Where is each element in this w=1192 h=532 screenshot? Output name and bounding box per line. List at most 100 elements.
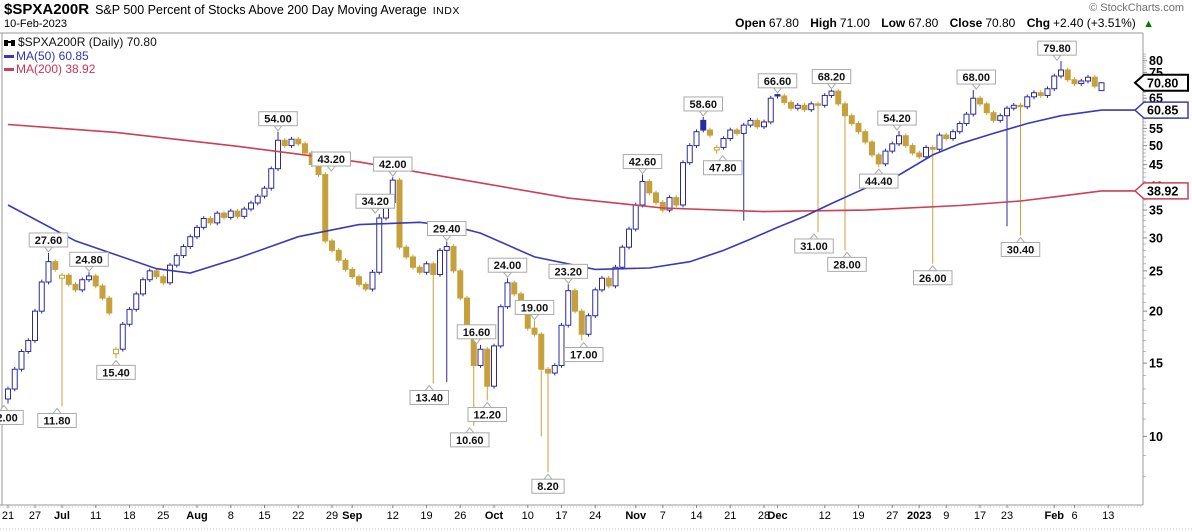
candle-body xyxy=(956,123,963,133)
candle xyxy=(173,253,180,268)
candle xyxy=(713,145,720,154)
candle xyxy=(1078,78,1085,86)
candle xyxy=(977,95,983,107)
annotation-value: 31.00 xyxy=(800,241,828,253)
candle xyxy=(983,101,990,116)
candle-body xyxy=(302,143,308,154)
candle xyxy=(1085,74,1091,84)
candle-body xyxy=(963,113,970,125)
candle-body xyxy=(457,270,464,299)
x-axis-date-label: Dec xyxy=(767,510,787,522)
x-axis-date-label: 7 xyxy=(660,510,666,522)
annotation-value: 54.20 xyxy=(883,113,911,125)
price-annotation: 15.40 xyxy=(96,359,136,380)
candle xyxy=(734,127,740,136)
candle xyxy=(369,269,376,292)
candle-body xyxy=(632,204,639,230)
candle xyxy=(268,166,275,191)
candle-body xyxy=(909,145,916,154)
candle-body xyxy=(794,104,801,109)
annotation-box xyxy=(96,364,136,380)
candle xyxy=(119,321,126,352)
annotation-value: 54.00 xyxy=(264,114,292,126)
candle-body xyxy=(295,138,302,145)
candle xyxy=(767,95,774,125)
ma50-swatch xyxy=(4,55,14,59)
candle-body xyxy=(869,141,875,156)
candle xyxy=(167,262,173,286)
annotation-pointer xyxy=(51,407,63,414)
candle-body xyxy=(423,263,430,273)
candle-body xyxy=(558,324,565,367)
candle-body xyxy=(902,135,909,147)
candle xyxy=(194,225,200,240)
header: $SPXA200R S&P 500 Percent of Stocks Above… xyxy=(4,1,460,19)
price-annotation: 28.00 xyxy=(827,251,867,272)
candle xyxy=(1024,94,1031,110)
candle-body xyxy=(1071,79,1078,85)
candle xyxy=(32,308,38,343)
annotation-box xyxy=(564,347,604,363)
annotation-box xyxy=(877,110,917,126)
y-axis-tick-label: 25 xyxy=(1149,264,1163,278)
candle xyxy=(234,208,241,219)
candle xyxy=(599,275,605,293)
candle xyxy=(882,148,889,167)
price-annotation: 19.00 xyxy=(514,299,555,321)
candle xyxy=(605,275,612,289)
candle-body xyxy=(450,246,457,272)
annotation-pointer xyxy=(272,125,284,132)
candle-body xyxy=(707,129,713,136)
candle-body xyxy=(65,274,72,285)
candle-body xyxy=(200,218,207,228)
candle xyxy=(504,278,511,310)
chg-value: +2.40 (+3.51%) xyxy=(1053,16,1136,30)
candle-body xyxy=(545,368,551,374)
candle xyxy=(1037,90,1044,98)
candle-body xyxy=(821,94,828,106)
annotation-pointer xyxy=(637,168,648,175)
candle-body xyxy=(848,115,855,125)
candle xyxy=(443,241,450,383)
candle-body xyxy=(491,345,497,387)
x-axis-date-label: 21 xyxy=(724,510,736,522)
candle xyxy=(916,150,923,160)
candle-body xyxy=(403,246,410,258)
candle xyxy=(214,210,221,226)
candle-body xyxy=(511,282,518,295)
candle-body xyxy=(59,274,65,279)
x-axis-date-label: 26 xyxy=(454,510,466,522)
annotation-box xyxy=(514,299,555,315)
candle-body xyxy=(79,279,86,291)
x-axis-date-label: 28 xyxy=(758,510,770,522)
annotation-pointer xyxy=(110,359,122,366)
candle xyxy=(794,102,801,111)
annotation-value: 34.20 xyxy=(361,196,389,208)
candle xyxy=(686,143,693,166)
candle-body xyxy=(727,129,734,140)
candle-body xyxy=(1078,80,1085,85)
candle-body xyxy=(666,197,673,211)
candle-body xyxy=(740,124,747,134)
annotation-box xyxy=(450,432,490,448)
candle-body xyxy=(889,143,896,152)
candle xyxy=(545,366,551,473)
price-annotation: 42.00 xyxy=(373,156,413,177)
annotation-box xyxy=(1037,40,1077,56)
candle xyxy=(410,254,416,270)
candle-body xyxy=(693,131,700,147)
annotation-value: 13.40 xyxy=(415,393,443,405)
candle-body xyxy=(261,187,268,197)
ma200-value-tag: 38.92 xyxy=(1133,182,1189,200)
candle-body xyxy=(734,129,740,134)
candle-body xyxy=(572,290,578,312)
price-annotation: 31.00 xyxy=(794,233,834,254)
candle xyxy=(140,277,146,297)
annotation-box xyxy=(757,73,798,89)
candle xyxy=(362,282,369,292)
x-axis-date-label: 10 xyxy=(522,510,534,522)
candle-body xyxy=(896,135,902,145)
annotation-value: 24.00 xyxy=(494,260,522,272)
candle-body xyxy=(1051,75,1058,90)
candle xyxy=(639,174,646,208)
